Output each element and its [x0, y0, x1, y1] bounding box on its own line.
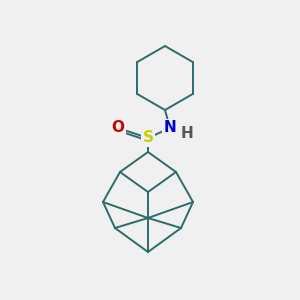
Text: O: O	[112, 121, 124, 136]
Text: S: S	[142, 130, 154, 146]
Text: H: H	[181, 125, 194, 140]
Text: N: N	[164, 121, 176, 136]
